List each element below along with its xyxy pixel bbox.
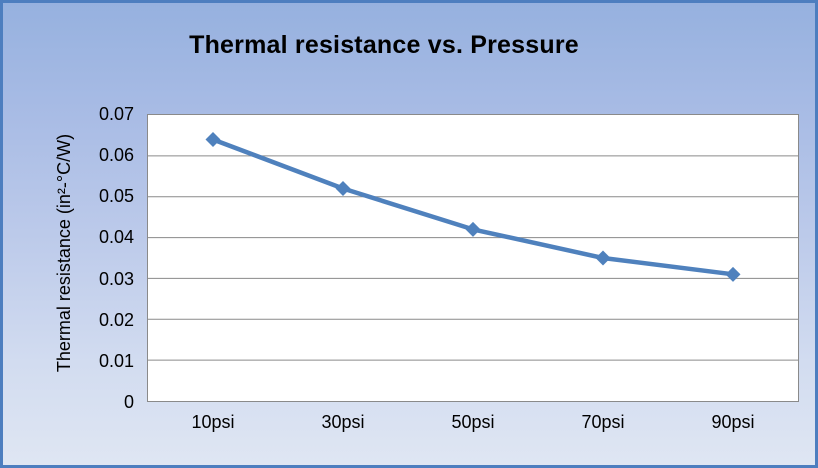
data-point-marker xyxy=(725,266,741,282)
series-canvas xyxy=(148,132,798,361)
chart-title: Thermal resistance vs. Pressure xyxy=(189,31,579,59)
data-point-marker xyxy=(465,221,481,237)
x-tick-label: 70psi xyxy=(581,412,625,432)
y-tick-label: 0.03 xyxy=(98,268,134,289)
x-tick-label: 50psi xyxy=(451,412,495,432)
y-tick-label: 0.07 xyxy=(98,104,134,124)
data-point-marker xyxy=(595,250,611,266)
data-point-marker xyxy=(205,132,221,148)
y-tick-label: 0.02 xyxy=(98,309,134,330)
series-line xyxy=(210,137,736,277)
y-tick-label: 0.04 xyxy=(98,227,134,248)
y-tick-label: 0 xyxy=(123,392,134,412)
y-tick-label: 0.01 xyxy=(98,350,134,371)
y-tick-label: 0.06 xyxy=(98,145,134,166)
plot-area xyxy=(147,114,799,402)
x-tick-label: 90psi xyxy=(711,412,755,432)
x-tick-label: 30psi xyxy=(321,412,365,432)
data-point-marker xyxy=(335,181,351,197)
y-tick-label: 0.05 xyxy=(98,186,134,207)
x-tick-label: 10psi xyxy=(191,412,235,432)
